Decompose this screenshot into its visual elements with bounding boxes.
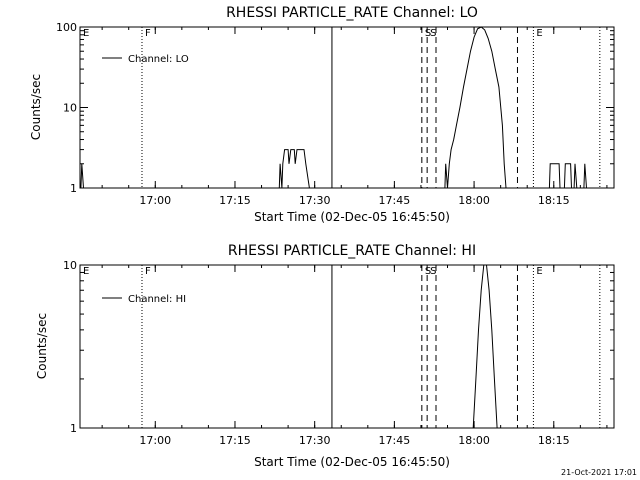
lo-x-ticks: 17:00 17:15 17:30 17:45 18:00 18:15: [101, 27, 608, 207]
lo-y-ticks: 1 10 100: [56, 21, 614, 195]
lo-chart-title: RHESSI PARTICLE_RATE Channel: LO: [226, 5, 478, 21]
hi-x-tick-label-5: 18:15: [538, 434, 570, 447]
lo-y-tick-label-2: 100: [56, 21, 77, 34]
hi-y-ticks: 1 10: [63, 259, 614, 435]
hi-x-tick-label-4: 18:00: [458, 434, 490, 447]
lo-marker-label-0: E: [83, 28, 89, 39]
lo-legend-label: Channel: LO: [128, 54, 189, 65]
lo-channel-panel: RHESSI PARTICLE_RATE Channel: LO Start T…: [29, 5, 615, 224]
generated-timestamp: 21-Oct-2021 17:01: [561, 468, 637, 477]
hi-y-tick-label-0: 1: [70, 422, 77, 435]
lo-x-tick-label-5: 18:15: [538, 194, 570, 207]
hi-x-tick-label-1: 17:15: [219, 434, 251, 447]
lo-y-axis-label: Counts/sec: [29, 74, 43, 140]
hi-y-axis-label: Counts/sec: [35, 313, 49, 379]
hi-marker-label-0: E: [83, 266, 89, 277]
lo-event-markers: E F SS E: [79, 27, 601, 188]
lo-x-tick-label-3: 17:45: [379, 194, 411, 207]
hi-x-axis-label: Start Time (02-Dec-05 16:45:50): [254, 455, 450, 469]
lo-marker-label-3: S: [425, 28, 431, 39]
hi-chart-title: RHESSI PARTICLE_RATE Channel: HI: [228, 243, 476, 259]
hi-x-tick-label-0: 17:00: [139, 434, 171, 447]
hi-legend-label: Channel: HI: [128, 294, 186, 305]
hi-marker-label-7: E: [536, 266, 542, 277]
lo-marker-label-7: E: [536, 28, 542, 39]
lo-y-tick-label-1: 10: [63, 102, 77, 115]
lo-x-axis-label: Start Time (02-Dec-05 16:45:50): [254, 210, 450, 224]
hi-x-tick-label-2: 17:30: [299, 434, 331, 447]
hi-channel-panel: RHESSI PARTICLE_RATE Channel: HI Start T…: [35, 243, 615, 469]
hi-event-markers: E F SS E: [79, 265, 601, 428]
lo-marker-label-4: S: [430, 28, 436, 39]
hi-x-ticks: 17:00 17:15 17:30 17:45 18:00 18:15: [101, 265, 608, 447]
lo-x-tick-label-1: 17:15: [219, 194, 251, 207]
hi-marker-label-1: F: [145, 266, 151, 277]
hi-y-tick-label-1: 10: [63, 259, 77, 272]
lo-marker-label-1: F: [145, 28, 151, 39]
lo-x-tick-label-2: 17:30: [299, 194, 331, 207]
hi-x-tick-label-3: 17:45: [379, 434, 411, 447]
hi-marker-label-4: S: [430, 266, 436, 277]
hi-marker-label-3: S: [425, 266, 431, 277]
lo-y-tick-label-0: 1: [70, 182, 77, 195]
lo-x-tick-label-0: 17:00: [139, 194, 171, 207]
lo-series-line: [80, 26, 587, 189]
hi-series-line: [472, 264, 498, 429]
lo-x-tick-label-4: 18:00: [458, 194, 490, 207]
